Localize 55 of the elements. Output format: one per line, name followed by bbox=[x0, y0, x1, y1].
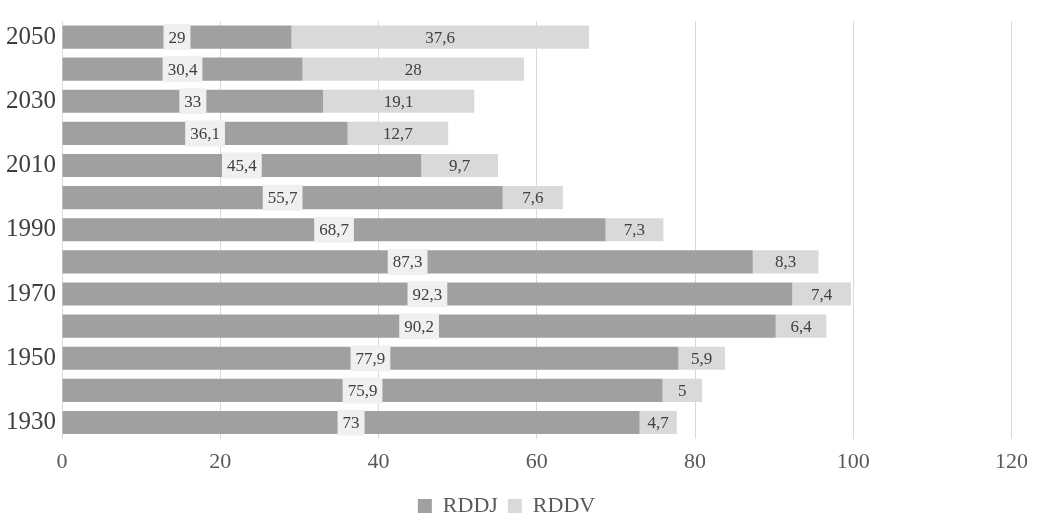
bar bbox=[62, 346, 679, 370]
data-label: 73 bbox=[342, 413, 360, 433]
data-label: 77,9 bbox=[355, 348, 386, 368]
data-label: 30,4 bbox=[167, 59, 198, 79]
data-label: 90,2 bbox=[404, 316, 434, 336]
x-tick-label: 0 bbox=[56, 447, 68, 473]
bar bbox=[62, 282, 793, 306]
data-label: 5 bbox=[678, 380, 687, 400]
data-label: 55,7 bbox=[267, 188, 298, 208]
data-label: 75,9 bbox=[347, 380, 378, 400]
data-label: 4,7 bbox=[647, 413, 670, 433]
y-tick-label: 1990 bbox=[6, 214, 56, 242]
bar bbox=[792, 282, 851, 306]
legend-label: RDDV bbox=[532, 491, 596, 517]
data-label: 92,3 bbox=[412, 284, 443, 304]
data-label: 7,6 bbox=[522, 188, 544, 208]
data-label: 68,7 bbox=[319, 220, 350, 240]
bar bbox=[62, 250, 753, 274]
x-tick-label: 20 bbox=[209, 447, 232, 473]
data-label: 29 bbox=[168, 27, 186, 47]
bar bbox=[62, 378, 663, 402]
bar bbox=[62, 186, 503, 210]
x-tick-label: 80 bbox=[684, 447, 706, 473]
y-tick-label: 2050 bbox=[6, 21, 56, 49]
data-label: 12,7 bbox=[383, 123, 414, 143]
x-tick-label: 40 bbox=[367, 447, 390, 473]
bar bbox=[62, 314, 776, 338]
bar bbox=[62, 218, 606, 242]
x-tick-label: 120 bbox=[995, 447, 1028, 473]
data-label: 8,3 bbox=[774, 252, 797, 272]
data-label: 45,4 bbox=[226, 156, 258, 176]
x-tick-label: 60 bbox=[525, 447, 548, 473]
data-label: 5,9 bbox=[691, 348, 713, 368]
data-label: 87,3 bbox=[392, 252, 423, 272]
x-tick-label: 100 bbox=[836, 447, 870, 473]
bar bbox=[605, 218, 664, 242]
data-label: 33 bbox=[184, 91, 202, 111]
legend-label: RDDJ bbox=[442, 491, 499, 517]
data-label: 19,1 bbox=[383, 91, 414, 111]
data-label: 37,6 bbox=[425, 27, 456, 47]
bar bbox=[62, 410, 640, 435]
y-tick-label: 2030 bbox=[6, 85, 56, 113]
data-label: 7,4 bbox=[810, 284, 833, 304]
data-label: 9,7 bbox=[448, 156, 471, 176]
y-tick-label: 2010 bbox=[6, 150, 56, 178]
bar bbox=[421, 153, 498, 178]
bar bbox=[62, 25, 292, 49]
data-label: 28 bbox=[404, 59, 422, 79]
data-label: 7,3 bbox=[623, 220, 646, 240]
y-tick-label: 1950 bbox=[6, 342, 56, 370]
data-label: 6,4 bbox=[790, 316, 813, 336]
y-tick-label: 1930 bbox=[6, 407, 56, 435]
bar bbox=[752, 250, 819, 274]
y-tick-label: 1970 bbox=[6, 278, 56, 306]
data-label: 36,1 bbox=[190, 123, 220, 143]
